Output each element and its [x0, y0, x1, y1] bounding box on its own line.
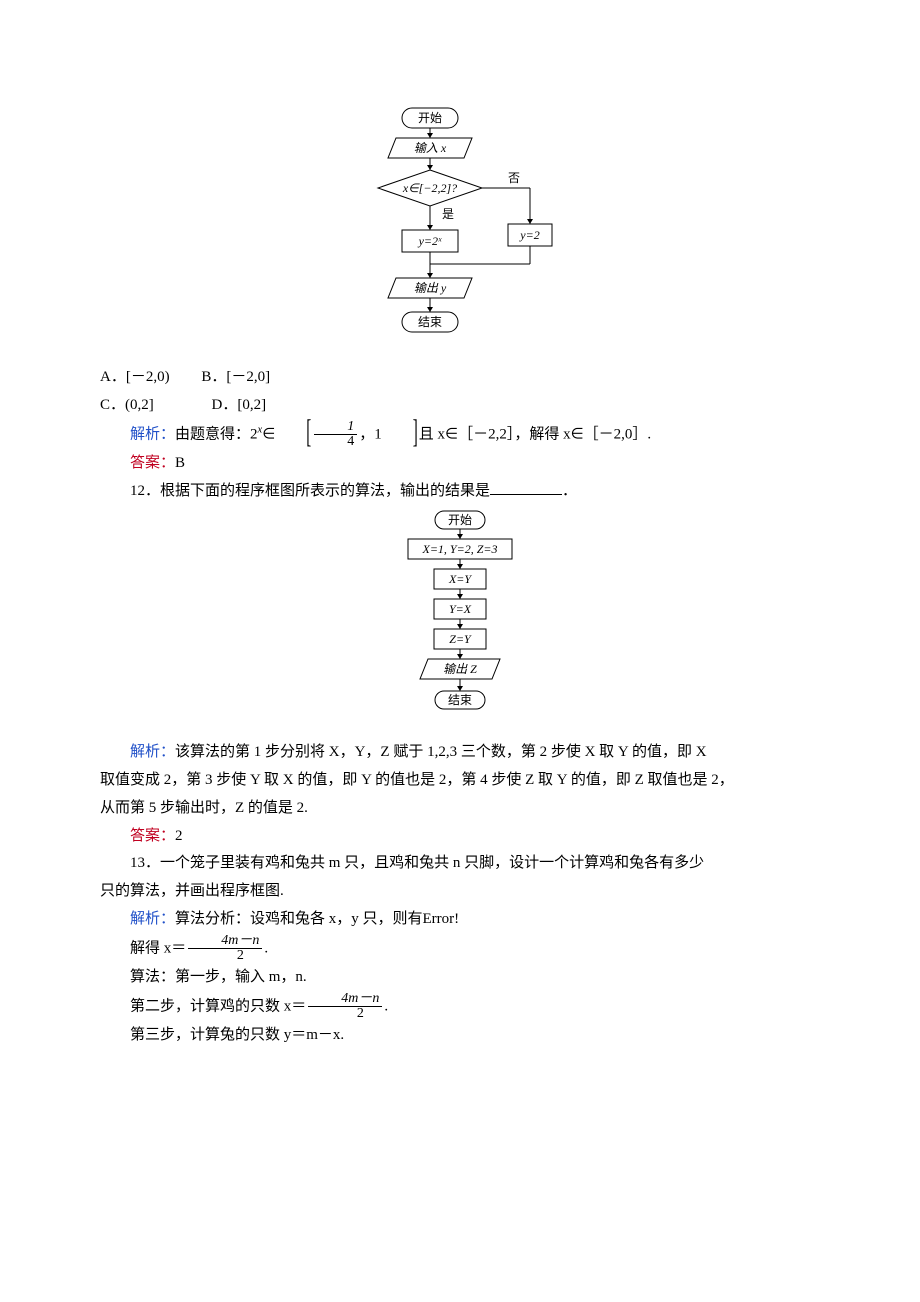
q11-frac-num: 1 — [314, 420, 357, 436]
lbracket-icon: [ — [276, 404, 311, 465]
fill-blank — [490, 480, 562, 495]
q13-frac2: 4m－n2 — [308, 992, 382, 1022]
q13-an2a: 解得 x＝ — [130, 940, 186, 956]
q11-an-b: ∈ — [262, 426, 275, 442]
f1-start: 开始 — [418, 111, 442, 125]
q11-frac-den: 4 — [314, 435, 357, 450]
q12-stem-text: 12．根据下面的程序框图所表示的算法，输出的结果是 — [130, 483, 490, 499]
q13-frac1-num: 4m－n — [188, 934, 262, 950]
q12-analysis-1: 解析：该算法的第 1 步分别将 X，Y，Z 赋于 1,2,3 三个数，第 2 步… — [100, 739, 820, 767]
q11-ans-val: B — [175, 455, 185, 471]
answer-label-2: 答案： — [130, 828, 175, 844]
f1-no: 否 — [508, 171, 520, 185]
q13-step3: 第三步，计算兔的只数 y＝m－x. — [100, 1022, 820, 1050]
f2-output: 输出 Z — [443, 662, 477, 676]
q13-frac1: 4m－n2 — [188, 934, 262, 964]
f2-end: 结束 — [448, 693, 472, 707]
q13-an1: 算法分析：设鸡和兔各 x，y 只，则有Error! — [175, 911, 459, 927]
q12-analysis-2: 取值变成 2，第 3 步使 Y 取 X 的值，即 Y 的值也是 2，第 4 步使… — [100, 767, 820, 795]
q13-step2a: 第二步，计算鸡的只数 x＝ — [130, 998, 306, 1014]
q13-step2: 第二步，计算鸡的只数 x＝4m－n2. — [100, 992, 820, 1022]
opt-c: C．(0,2] — [100, 397, 154, 413]
q11-analysis: 解析：由题意得：2x∈[14，1]且 x∈［－2,2］，解得 x∈［－2,0］. — [100, 420, 820, 450]
analysis-label: 解析： — [130, 426, 175, 442]
q12-ans-val: 2 — [175, 828, 183, 844]
analysis-label-2: 解析： — [130, 744, 175, 760]
q13-an2b: . — [264, 940, 268, 956]
f2-init: X=1, Y=2, Z=3 — [422, 542, 498, 556]
flowchart-1-svg: 开始 输入 x x∈[−2,2]? 是 否 — [340, 104, 580, 354]
q13-analysis-1: 解析：算法分析：设鸡和兔各 x，y 只，则有Error! — [100, 906, 820, 934]
q11-an-c: ，1 — [359, 426, 382, 442]
analysis-label-3: 解析： — [130, 911, 175, 927]
q13-step2b: . — [384, 998, 388, 1014]
flowchart-1: 开始 输入 x x∈[−2,2]? 是 否 — [100, 104, 820, 354]
q11-an-a: 由题意得：2 — [175, 426, 258, 442]
f1-yes: 是 — [442, 207, 454, 221]
q11-answer: 答案：B — [100, 450, 820, 478]
f2-s2: Y=X — [449, 602, 472, 616]
f1-assign1: y=2ˣ — [418, 234, 442, 248]
flowchart-2-svg: 开始 X=1, Y=2, Z=3 X=Y Y=X — [380, 509, 540, 729]
page: 开始 输入 x x∈[−2,2]? 是 否 — [0, 0, 920, 1302]
flowchart-2: 开始 X=1, Y=2, Z=3 X=Y Y=X — [100, 509, 820, 729]
q13-frac1-den: 2 — [188, 949, 262, 964]
q12-analysis-3: 从而第 5 步输出时，Z 的值是 2. — [100, 795, 820, 823]
q13-step1: 算法：第一步，输入 m，n. — [100, 964, 820, 992]
f1-end: 结束 — [418, 315, 442, 329]
q12-stem: 12．根据下面的程序框图所表示的算法，输出的结果是 ． — [100, 478, 820, 506]
q11-opts-row2: C．(0,2] D．[0,2] — [100, 392, 820, 420]
q13-analysis-2: 解得 x＝4m－n2. — [100, 934, 820, 964]
q13-stem-a: 13．一个笼子里装有鸡和兔共 m 只，且鸡和兔共 n 只脚，设计一个计算鸡和兔各… — [100, 850, 820, 878]
opt-d: D．[0,2] — [212, 397, 267, 413]
rbracket-icon: ] — [383, 404, 418, 465]
q12-stem-end: ． — [562, 483, 577, 499]
opt-b: B．[－2,0] — [201, 369, 270, 385]
q12-answer: 答案：2 — [100, 823, 820, 851]
opt-a: A．[－2,0) — [100, 369, 170, 385]
q12-an-p1: 该算法的第 1 步分别将 X，Y，Z 赋于 1,2,3 三个数，第 2 步使 X… — [175, 744, 707, 760]
q13-frac2-den: 2 — [308, 1007, 382, 1022]
f1-cond: x∈[−2,2]? — [402, 181, 457, 195]
q13-frac2-num: 4m－n — [308, 992, 382, 1008]
f2-s3: Z=Y — [449, 632, 472, 646]
q11-opts-row1: A．[－2,0) B．[－2,0] — [100, 364, 820, 392]
answer-label: 答案： — [130, 455, 175, 471]
f2-start: 开始 — [448, 513, 472, 527]
q11-an-d: 且 x∈［－2,2］，解得 x∈［－2,0］. — [419, 426, 651, 442]
f1-input: 输入 x — [414, 141, 447, 155]
f2-s1: X=Y — [448, 572, 472, 586]
q11-frac: 14 — [314, 420, 357, 450]
f1-output: 输出 y — [414, 281, 447, 295]
q13-stem-b: 只的算法，并画出程序框图. — [100, 878, 820, 906]
f1-assign2: y=2 — [519, 228, 539, 242]
